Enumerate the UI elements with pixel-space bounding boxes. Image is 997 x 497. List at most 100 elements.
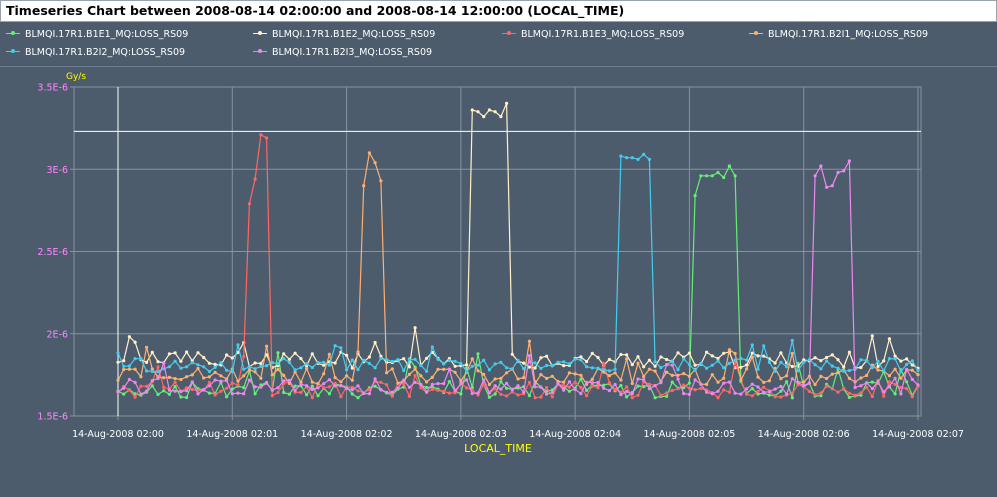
data-point	[505, 386, 509, 390]
data-point	[813, 393, 817, 397]
data-point	[447, 391, 451, 395]
data-point	[293, 368, 297, 372]
data-point	[916, 383, 920, 387]
timeseries-chart[interactable]: Gy/s LOCAL_TIME 1.5E-6 2E-6 2.5E-6 3E-6 3.5E…	[0, 66, 997, 497]
data-point	[847, 368, 852, 373]
data-point	[207, 380, 211, 384]
legend-entry-b2i1[interactable]: BLMQI.17R1.B2I1_MQ:LOSS_RS09	[749, 27, 928, 41]
data-point	[533, 396, 537, 400]
data-point	[133, 340, 137, 344]
data-point	[367, 355, 371, 359]
data-point	[453, 370, 457, 374]
data-point	[196, 366, 200, 371]
data-point	[813, 382, 817, 387]
data-point	[202, 355, 206, 360]
data-point	[847, 159, 852, 163]
data-point	[665, 363, 669, 367]
data-point	[710, 363, 714, 367]
data-point	[750, 382, 754, 386]
data-point	[327, 363, 331, 367]
data-point	[910, 363, 914, 367]
data-point	[762, 390, 766, 394]
series-layer	[116, 101, 920, 401]
data-point	[202, 376, 206, 380]
data-point	[579, 355, 583, 359]
data-point	[310, 380, 314, 384]
data-point	[430, 387, 434, 391]
data-point	[665, 357, 669, 362]
data-point	[122, 367, 126, 372]
data-point	[516, 393, 520, 397]
data-point	[796, 369, 800, 373]
chart-legend: BLMQI.17R1.B1E1_MQ:LOSS_RS09 BLMQI.17R1.…	[0, 24, 996, 66]
data-point	[750, 355, 754, 359]
data-point	[156, 360, 160, 364]
data-point	[596, 380, 600, 385]
series-line	[117, 133, 919, 400]
data-point	[745, 392, 749, 396]
data-point	[779, 377, 783, 381]
data-point	[727, 348, 732, 352]
data-point	[259, 385, 263, 389]
legend-entry-b1e1[interactable]: BLMQI.17R1.B1E1_MQ:LOSS_RS09	[6, 27, 188, 41]
data-point	[590, 384, 594, 388]
data-point	[487, 382, 491, 387]
data-point	[276, 351, 280, 355]
data-point	[870, 380, 874, 384]
data-point	[727, 361, 732, 365]
data-point	[419, 382, 423, 387]
data-point	[636, 361, 640, 365]
data-point	[327, 378, 331, 382]
data-point	[716, 170, 720, 175]
data-point	[790, 364, 794, 369]
data-point	[242, 374, 246, 378]
data-point	[716, 380, 720, 384]
data-point	[339, 384, 343, 388]
data-point	[665, 391, 669, 395]
data-point	[505, 381, 509, 385]
data-point	[402, 357, 406, 361]
data-point	[116, 378, 120, 382]
data-point	[276, 386, 280, 390]
legend-swatch-b1e2	[253, 27, 267, 41]
data-point	[573, 380, 577, 384]
data-point	[625, 385, 629, 389]
data-point	[419, 363, 423, 368]
data-point	[682, 392, 686, 396]
data-point	[470, 364, 474, 368]
data-point	[670, 359, 674, 363]
data-point	[436, 357, 440, 361]
legend-entry-b1e3[interactable]: BLMQI.17R1.B1E3_MQ:LOSS_RS09	[502, 27, 684, 41]
data-point	[247, 202, 251, 206]
series-line	[117, 151, 919, 386]
data-point	[253, 370, 257, 374]
data-point	[505, 366, 509, 370]
legend-entry-b1e2[interactable]: BLMQI.17R1.B1E2_MQ:LOSS_RS09	[253, 27, 435, 41]
data-point	[785, 380, 789, 384]
data-point	[493, 384, 497, 388]
data-point	[590, 366, 594, 370]
data-point	[562, 388, 566, 392]
data-point	[825, 359, 829, 363]
data-point	[499, 115, 503, 119]
legend-entry-b2i3[interactable]: BLMQI.17R1.B2I3_MQ:LOSS_RS09	[253, 45, 432, 59]
data-point	[550, 363, 554, 368]
data-point	[539, 385, 543, 389]
data-point	[379, 356, 383, 361]
data-point	[236, 350, 240, 355]
data-point	[905, 380, 909, 384]
data-point	[476, 391, 480, 395]
legend-swatch-b2i3	[253, 45, 267, 59]
data-point	[636, 157, 640, 161]
data-point	[122, 392, 126, 396]
legend-entry-b2i2[interactable]: BLMQI.17R1.B2I2_MQ:LOSS_RS09	[6, 45, 185, 59]
data-point	[362, 358, 366, 362]
data-point	[550, 395, 554, 399]
data-point	[133, 395, 137, 399]
data-point	[122, 364, 126, 368]
data-point	[179, 395, 183, 399]
data-point	[562, 380, 566, 384]
data-point	[356, 384, 360, 388]
data-point	[887, 384, 892, 388]
data-point	[425, 385, 429, 390]
